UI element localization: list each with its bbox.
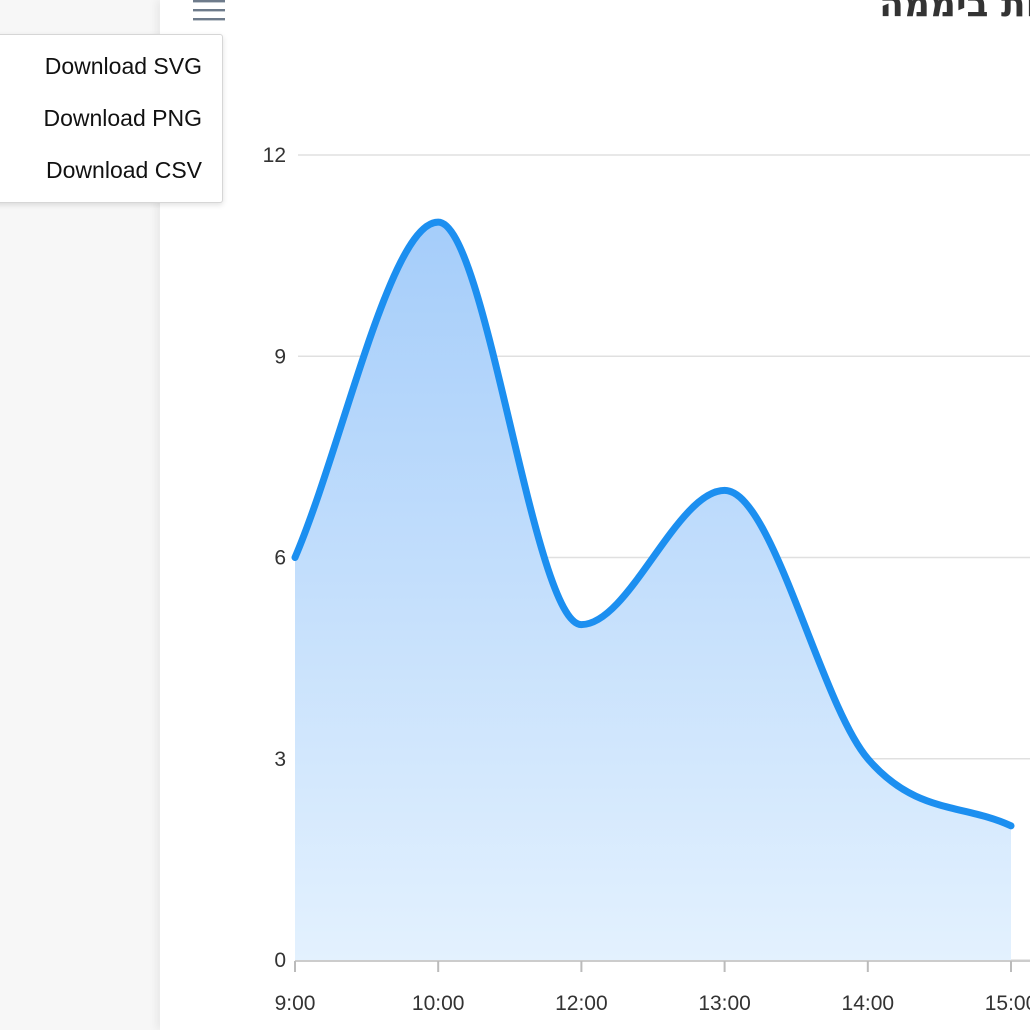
y-axis: 0 3 6 9 12	[263, 144, 286, 972]
chart-title: ות ביממה	[879, 0, 1030, 25]
download-png-item[interactable]: Download PNG	[43, 105, 202, 131]
series-line[interactable]	[291, 218, 1015, 830]
download-svg-item[interactable]: Download SVG	[44, 53, 202, 79]
x-tick-label: 14:00	[842, 992, 895, 1015]
y-tick-label: 3	[274, 748, 286, 771]
x-tick-label: 10:00	[412, 992, 465, 1015]
y-tick-label: 12	[263, 144, 286, 167]
x-tick-label: 15:00	[985, 992, 1030, 1015]
y-tick-label: 6	[274, 547, 286, 570]
export-menu-button[interactable]	[193, 0, 227, 26]
y-tick-label: 0	[274, 949, 286, 972]
x-tick-label: 13:00	[698, 992, 751, 1015]
y-tick-label: 9	[274, 345, 286, 368]
x-tick-label: 12:00	[555, 992, 608, 1015]
series-area	[295, 222, 1011, 961]
hamburger-menu-icon	[193, 0, 225, 21]
export-menu: Download SVG Download PNG Download CSV	[0, 34, 223, 203]
download-csv-item[interactable]: Download CSV	[46, 157, 202, 183]
x-axis: 9:00 10:00 12:00 13:00 14:00 15:00	[275, 960, 1030, 1015]
x-tick-label: 9:00	[275, 992, 316, 1015]
